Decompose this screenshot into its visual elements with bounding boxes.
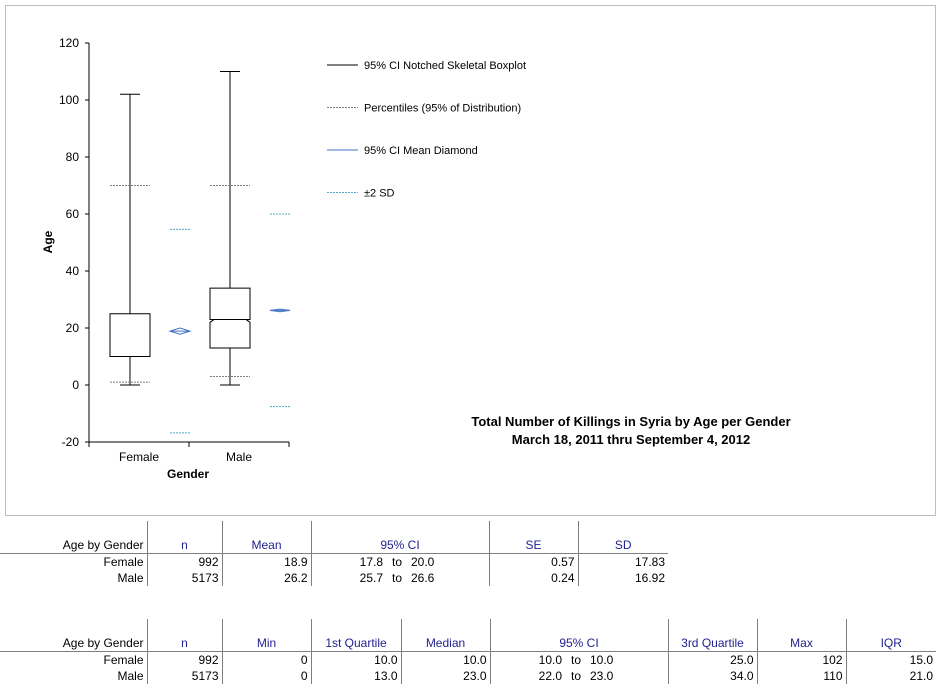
- table-cell: 5173: [146, 668, 222, 684]
- table-cell: 5173: [146, 570, 222, 586]
- y-tick-label: 0: [72, 378, 79, 392]
- table-header-cell: Mean: [221, 537, 311, 554]
- table-cell: 0: [221, 668, 311, 684]
- table-header-row: Age by Gender n Min 1st Quartile Median …: [0, 635, 936, 652]
- table-cell: 17.83: [577, 553, 668, 570]
- chart-title: Total Number of Killings in Syria by Age…: [471, 414, 790, 429]
- table-header-cell: IQR: [845, 635, 936, 652]
- table-cell: 21.0: [845, 668, 936, 684]
- y-tick-label: 100: [59, 93, 79, 107]
- table-cell: 22.0: [489, 668, 565, 684]
- y-tick-label: 120: [59, 36, 79, 50]
- table-header-row: Age by Gender n Mean 95% CI SE SD: [0, 537, 668, 554]
- boxplot-chart: -20 0 20 40 60 80 100 120 Female Male 95% CI Notc…: [41, 36, 791, 481]
- table-cell: 110: [756, 668, 846, 684]
- table-cell: to: [391, 571, 402, 585]
- table-cell: 15.0: [845, 651, 936, 668]
- summary-table: Age by Gender n Mean 95% CI SE SD Female…: [0, 521, 668, 586]
- table-cell: 26.2: [221, 570, 311, 586]
- table-cell: 10.0: [590, 653, 614, 667]
- table-cell: 0.24: [488, 570, 578, 586]
- row-label: Male: [117, 571, 144, 585]
- box-notched: [109, 313, 151, 357]
- table-row: Female 992 0 10.0 10.0 10.0 to 10.0 25.0…: [0, 651, 936, 668]
- row-label: Female: [103, 555, 144, 569]
- table-cell: 34.0: [667, 668, 757, 684]
- table-header-cell: n: [146, 537, 222, 554]
- table-cell: 20.0: [411, 555, 435, 569]
- y-tick-label: -20: [62, 435, 80, 449]
- chart-subtitle: March 18, 2011 thru September 4, 2012: [512, 432, 750, 447]
- legend-label: 95% CI Mean Diamond: [364, 145, 478, 157]
- y-tick-label: 40: [66, 264, 80, 278]
- row-label: Male: [117, 669, 144, 683]
- table-cell: 102: [756, 651, 846, 668]
- table-header-cell: n: [146, 635, 222, 652]
- y-axis-label: Age: [41, 230, 55, 253]
- table-header-cell: Median: [400, 635, 490, 652]
- legend-label: Percentiles (95% of Distribution): [364, 103, 521, 115]
- table-row: Male 5173 26.2 25.7 to 26.6 0.24 16.92: [0, 570, 668, 586]
- table-cell: to: [391, 555, 402, 569]
- table-cell: 13.0: [310, 668, 401, 684]
- table-header-cell: 3rd Quartile: [667, 635, 757, 652]
- table-cell: to: [570, 653, 581, 667]
- table-header-cell: 1st Quartile: [310, 635, 401, 652]
- table-cell: 992: [146, 553, 222, 570]
- table-cell: 25.7: [310, 570, 386, 586]
- table-header-cell: 95% CI: [310, 537, 489, 554]
- table-header-cell: Age by Gender: [0, 635, 147, 652]
- y-tick-label: 20: [66, 321, 80, 335]
- table-cell: 18.9: [221, 553, 311, 570]
- chart-frame: -20 0 20 40 60 80 100 120 Female Male 95% CI Notc…: [5, 5, 936, 516]
- table-cell: to: [570, 669, 581, 683]
- x-axis-label: Gender: [167, 467, 209, 481]
- table-cell: 0: [221, 651, 311, 668]
- table-cell: 10.0: [400, 651, 490, 668]
- table-header-cell: Max: [756, 635, 846, 652]
- table-cell: 25.0: [667, 651, 757, 668]
- table-header-cell: Min: [221, 635, 311, 652]
- table-cell: 10.0: [310, 651, 401, 668]
- x-tick-label: Female: [119, 450, 159, 464]
- y-tick-label: 60: [66, 207, 80, 221]
- legend-label: 95% CI Notched Skeletal Boxplot: [364, 60, 526, 72]
- row-label: Female: [103, 653, 144, 667]
- legend-label: ±2 SD: [364, 188, 395, 200]
- table-header-cell: SE: [488, 537, 578, 554]
- table-header-cell: SD: [577, 537, 668, 554]
- table-cell: 26.6: [411, 571, 435, 585]
- table-header-cell: 95% CI: [489, 635, 668, 652]
- y-tick-label: 80: [66, 150, 80, 164]
- table-header-cell: Age by Gender: [0, 537, 147, 554]
- box-notched: [209, 287, 251, 349]
- quantiles-table: Age by Gender n Min 1st Quartile Median …: [0, 619, 936, 684]
- table-row: Female 992 18.9 17.8 to 20.0 0.57 17.83: [0, 553, 668, 570]
- x-tick-label: Male: [226, 450, 252, 464]
- table-cell: 10.0: [489, 651, 565, 668]
- table-cell: 17.8: [310, 553, 386, 570]
- table-cell: 0.57: [488, 553, 578, 570]
- table-cell: 992: [146, 651, 222, 668]
- table-cell: 23.0: [400, 668, 490, 684]
- table-row: Male 5173 0 13.0 23.0 22.0 to 23.0 34.0 …: [0, 668, 936, 684]
- table-cell: 16.92: [577, 570, 668, 586]
- table-cell: 23.0: [590, 669, 614, 683]
